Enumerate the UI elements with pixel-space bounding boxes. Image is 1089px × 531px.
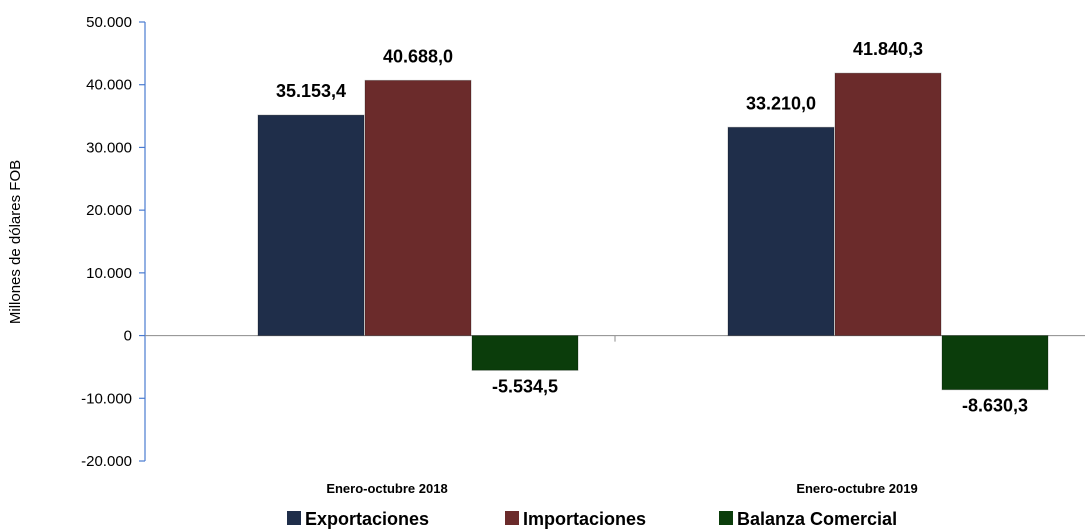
bar (728, 127, 834, 335)
legend-label: Exportaciones (305, 509, 429, 529)
x-category-label: Enero-octubre 2018 (326, 481, 447, 496)
y-tick-label: 50.000 (86, 14, 132, 31)
legend-swatch (505, 511, 519, 525)
y-tick-label: 20.000 (86, 202, 132, 219)
legend-swatch (719, 511, 733, 525)
legend-swatch (287, 511, 301, 525)
data-label: 33.210,0 (746, 93, 816, 113)
bar (365, 80, 471, 335)
y-tick-label: 0 (124, 328, 132, 345)
bar (258, 115, 364, 335)
y-tick-label: 40.000 (86, 77, 132, 94)
legend: Exportaciones Importaciones Balanza Comerc… (287, 509, 897, 529)
bars (258, 73, 1048, 390)
legend-label: Balanza Comercial (737, 509, 897, 529)
bar (942, 336, 1048, 390)
data-label: 35.153,4 (276, 81, 346, 101)
y-tick-label: -20.000 (81, 453, 132, 470)
y-tick-label: 30.000 (86, 139, 132, 156)
legend-label: Importaciones (523, 509, 646, 529)
data-label: 41.840,3 (853, 39, 923, 59)
bar (472, 336, 578, 371)
y-tick-label: 10.000 (86, 265, 132, 282)
y-tick-label: -10.000 (81, 390, 132, 407)
data-label: -8.630,3 (962, 396, 1028, 416)
y-axis-title: Millones de dólares FOB (7, 160, 24, 324)
data-label: 40.688,0 (383, 46, 453, 66)
x-category-label: Enero-octubre 2019 (796, 481, 917, 496)
data-label: -5.534,5 (492, 376, 558, 396)
bar (835, 73, 941, 335)
